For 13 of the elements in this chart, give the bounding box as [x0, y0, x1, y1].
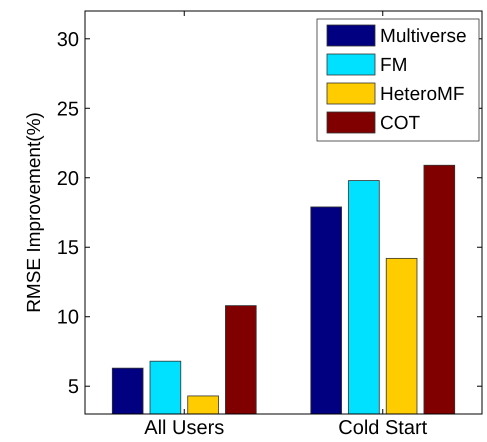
y-tick-label: 10	[56, 306, 79, 329]
y-axis-title: RMSE Improvement(%)	[24, 112, 45, 313]
legend-label: HeteroMF	[380, 84, 464, 106]
legend-label: FM	[380, 55, 408, 76]
legend-label: COT	[380, 113, 420, 134]
y-tick-label: 5	[68, 376, 79, 398]
y-tick-label: 20	[56, 168, 79, 190]
legend-label: Multiverse	[380, 26, 467, 48]
y-tick-label: 30	[56, 28, 79, 51]
x-tick-label: Cold Start	[338, 417, 428, 439]
y-tick-label: 25	[56, 98, 79, 120]
x-tick-label: All Users	[144, 417, 224, 439]
y-tick-label: 15	[56, 237, 79, 260]
